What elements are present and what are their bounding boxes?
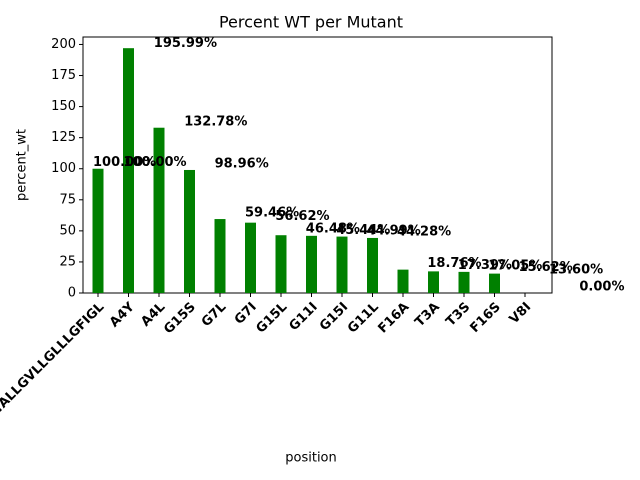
x-tick-label: G11L — [345, 300, 382, 337]
bar — [184, 169, 195, 293]
x-tick-label: G15S — [161, 300, 199, 338]
data-label: 59.46% — [245, 206, 299, 221]
data-label: 46.48% — [306, 222, 360, 237]
y-tick-label: 175 — [51, 68, 76, 83]
data-label: 195.99% — [154, 36, 217, 51]
x-tick-label: G7L — [199, 300, 229, 330]
x-axis-label: position — [285, 451, 337, 466]
y-tick-label: 125 — [51, 130, 76, 145]
data-label: 13.60% — [549, 263, 603, 278]
data-label: 15.62% — [519, 260, 573, 275]
plot-frame — [82, 36, 553, 294]
bar — [397, 269, 409, 293]
data-label: 17.39% — [458, 258, 512, 273]
data-label: 0.00% — [579, 280, 624, 295]
data-label: 98.96% — [215, 157, 269, 172]
x-tick-label: LLLTALLGVLLGLLLGFIGL — [0, 300, 107, 433]
data-label: 17.05% — [488, 258, 542, 273]
bar — [92, 168, 104, 293]
y-tick-label: 150 — [51, 99, 76, 114]
data-label: 100.00% — [123, 155, 186, 170]
x-tick-label: A4Y — [107, 299, 138, 330]
data-label: 100.00% — [93, 155, 156, 170]
y-tick-label: 75 — [59, 192, 76, 207]
bar — [123, 48, 134, 294]
bar — [428, 271, 439, 293]
x-tick-label: F16A — [376, 300, 413, 337]
y-tick-label: 200 — [51, 37, 76, 52]
x-tick-label: T3A — [412, 300, 442, 330]
bar — [306, 235, 317, 293]
data-label: 56.62% — [275, 209, 329, 224]
y-tick-label: 0 — [68, 286, 76, 301]
x-tick-label: F16S — [467, 300, 503, 336]
data-label: 132.78% — [184, 114, 247, 129]
bar — [489, 273, 500, 293]
y-tick-label: 50 — [59, 223, 76, 238]
y-tick-label: 25 — [59, 254, 76, 269]
x-tick-label: G11I — [286, 300, 320, 334]
x-tick-label: V8I — [507, 300, 535, 328]
y-tick-label: 100 — [51, 161, 76, 176]
data-label: 44.28% — [397, 224, 451, 239]
bar — [153, 127, 165, 293]
bar — [367, 237, 378, 293]
bar — [458, 271, 470, 293]
data-label: 44.99% — [367, 224, 421, 239]
x-tick-label: G15I — [317, 300, 351, 334]
chart-title: Percent WT per Mutant — [219, 13, 403, 32]
bar — [214, 219, 226, 293]
x-tick-label: G15L — [254, 300, 291, 337]
bar — [336, 236, 348, 293]
data-label: 18.76% — [427, 256, 481, 271]
y-axis-label: percent_wt — [15, 129, 30, 201]
bar — [245, 222, 256, 293]
data-label: 45.44% — [336, 223, 390, 238]
bar — [275, 235, 287, 293]
